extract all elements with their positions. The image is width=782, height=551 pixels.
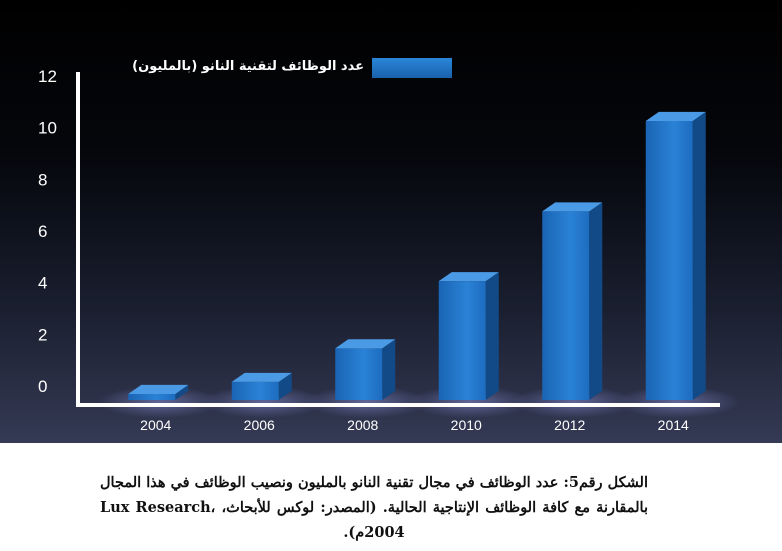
x-tick-label: 2004 [140,417,171,433]
bar-top [128,384,189,394]
bar-side [278,372,292,400]
y-tick-label: 0 [38,377,47,396]
bar-front [128,394,176,400]
x-tick-label: 2012 [554,417,585,433]
bar-2010 [438,272,499,400]
x-tick-label: 2010 [451,417,482,433]
chart-panel: 0 2 4 6 8 10 12 2004 2006 2008 2010 2012 2014 عدد ا… [0,0,782,443]
figure-caption: الشكل رقم5: عدد الوظائف في مجال تقنية ال… [100,474,648,541]
bar-front [231,381,279,400]
y-tick-label: 12 [38,67,57,86]
y-tick-label: 8 [38,170,47,189]
y-tick-label: 2 [38,325,47,344]
bar-2008 [335,339,396,400]
y-tick-label: 4 [38,274,47,293]
bar-front [542,211,590,400]
bar-glows [97,386,740,418]
y-tick-label: 10 [38,119,57,138]
x-tick-label: 2006 [244,417,275,433]
bar-side [175,384,189,400]
bar-2014 [645,111,706,401]
x-tick-label: 2014 [658,417,689,433]
bar-2012 [542,202,603,400]
y-tick-label: 6 [38,222,47,241]
bar-chart: 0 2 4 6 8 10 12 2004 2006 2008 2010 2012 2014 [38,67,740,433]
bar-top [231,372,292,382]
bar-front [438,281,486,400]
x-tick-labels: 2004 2006 2008 2010 2012 2014 [140,417,689,433]
legend-label: عدد الوظائف لتقنية النانو (بالمليون) [132,59,364,74]
bar-top [335,339,396,349]
bar-front [335,348,383,400]
bar-top [542,202,603,212]
bar-2004 [128,384,189,400]
bar-side [589,202,603,400]
bar-side [382,339,396,400]
bar-series [128,111,706,401]
bar-side [485,272,499,400]
y-tick-labels: 0 2 4 6 8 10 12 [38,67,57,396]
x-tick-label: 2008 [347,417,378,433]
bar-side [692,111,706,401]
bar-top [645,111,706,121]
chart-axes [76,72,720,407]
bar-2006 [231,372,292,400]
bar-top [438,272,499,282]
legend-swatch [372,58,452,78]
bar-front [645,121,693,400]
legend: عدد الوظائف لتقنية النانو (بالمليون) [120,58,452,80]
